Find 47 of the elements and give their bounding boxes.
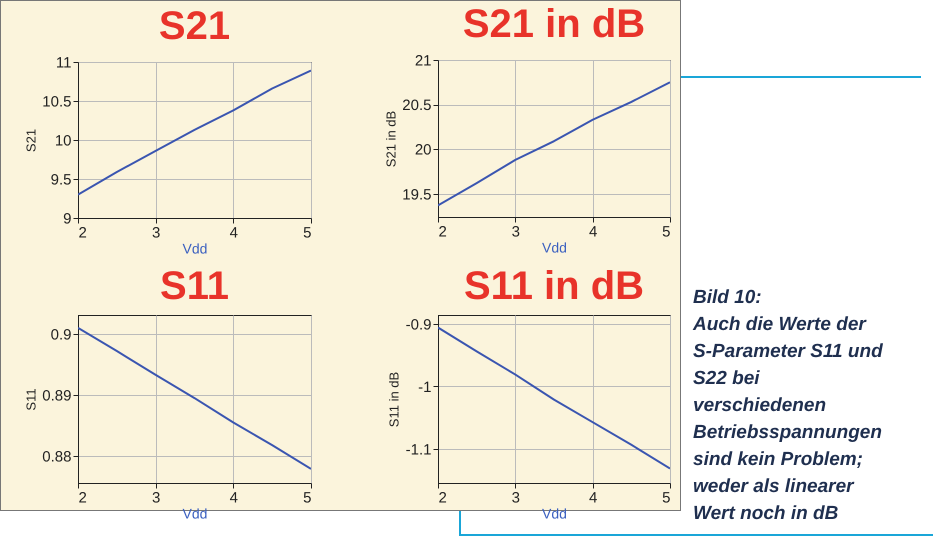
x-tick-label: 4 <box>588 490 598 506</box>
y-axis-title: S21 in dB <box>383 110 398 168</box>
y-tick-label: 10.5 <box>42 94 72 110</box>
chart-title: S11 <box>160 264 229 308</box>
x-tick-label: 3 <box>152 224 160 242</box>
y-tick-label: 20 <box>414 142 432 159</box>
y-tick-label: 11 <box>56 54 72 72</box>
y-axis-title: S21 <box>23 128 38 152</box>
y-tick-label: -0.9 <box>406 316 432 334</box>
x-axis-title: Vdd <box>182 240 208 256</box>
x-tick-label: 2 <box>78 224 87 242</box>
line-series <box>438 81 670 206</box>
x-tick-label: 4 <box>588 224 598 240</box>
x-tick-label: 4 <box>230 224 238 242</box>
x-tick-label: 2 <box>438 224 447 240</box>
y-tick-label: 0.88 <box>42 448 72 466</box>
y-tick-label: 19.5 <box>402 186 432 204</box>
text: Auch die Werte der S-Parameter S11 und S22 bei verschiedenen Betriebsspannungen sind kein Problem; weder als linearer Wert noch in dB <box>693 313 884 526</box>
y-tick-label: 10 <box>54 132 72 150</box>
x-tick-label: 5 <box>662 490 670 506</box>
chart-title: S21 in dB <box>462 2 646 46</box>
x-tick-label: 2 <box>78 490 87 506</box>
y-tick-label: 0.9 <box>50 326 72 344</box>
text: Bild 10: <box>693 286 763 310</box>
x-tick-label: 4 <box>230 490 238 506</box>
y-axis-title: S11 <box>23 388 38 411</box>
y-tick-label: 9.5 <box>50 172 72 188</box>
x-tick-label: 3 <box>512 224 520 240</box>
chart-title: S11 in dB <box>464 264 644 308</box>
chart-title: S21 <box>158 4 230 48</box>
y-tick-label: 21 <box>414 52 432 70</box>
y-tick-label: -1.1 <box>406 442 432 459</box>
y-tick-label: 20.5 <box>402 97 432 114</box>
y-tick-label: 0.89 <box>42 388 72 405</box>
y-tick-label: 9 <box>63 210 72 228</box>
line-series <box>78 326 311 470</box>
y-tick-label: -1 <box>418 378 432 396</box>
line-series <box>78 70 311 196</box>
x-tick-label: 3 <box>152 490 160 506</box>
x-tick-label: 5 <box>303 224 312 242</box>
x-axis-title: Vdd <box>542 240 567 256</box>
x-tick-label: 5 <box>662 224 670 240</box>
x-tick-label: 5 <box>303 490 312 506</box>
x-tick-label: 2 <box>438 490 447 506</box>
line-series <box>438 326 670 470</box>
y-axis-title: S11 in dB <box>386 372 402 428</box>
x-tick-label: 3 <box>512 490 520 506</box>
